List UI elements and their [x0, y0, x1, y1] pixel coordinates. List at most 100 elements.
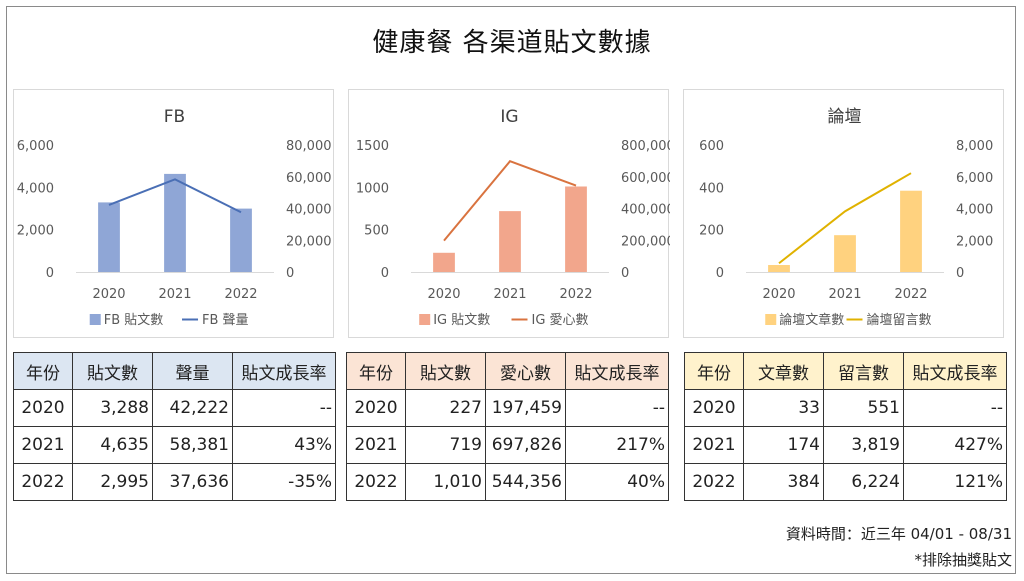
growth-cell: 121% — [903, 463, 1007, 501]
count-cell: 227 — [405, 389, 486, 427]
legend-label: FB 聲量 — [202, 312, 249, 328]
bar — [565, 186, 587, 272]
table-row: 2022 2,995 37,636 -35% — [13, 463, 336, 501]
growth-cell: 427% — [903, 426, 1007, 464]
metric-cell: 6,224 — [823, 463, 904, 501]
y-left-tick-label: 4,000 — [17, 181, 54, 196]
page-title: 健康餐 各渠道貼文數據 — [372, 28, 652, 58]
year-cell: 2021 — [346, 426, 406, 464]
metric-cell: 37,636 — [152, 463, 233, 501]
count-cell: 384 — [743, 463, 824, 501]
growth-cell: 40% — [565, 463, 669, 501]
footer-data-period: 資料時間：近三年 04/01 - 08/31 — [785, 525, 1012, 543]
table-fb: 年份 貼文數 聲量 貼文成長率 2020 3,288 42,222 -- 2021 4,635 58… — [13, 352, 336, 501]
table-row: 2020 227 197,459 -- — [346, 389, 669, 427]
legend-label: IG 愛心數 — [532, 313, 589, 328]
bar — [230, 208, 252, 272]
y-right-tick-label: 0 — [286, 266, 294, 281]
legend: FB 貼文數 FB 聲量 — [89, 312, 249, 328]
table-header-row: 年份 貼文數 聲量 貼文成長率 — [13, 352, 336, 390]
count-cell: 3,288 — [72, 389, 153, 427]
chart-title: FB — [164, 107, 185, 127]
growth-cell: -- — [565, 389, 669, 427]
count-cell: 719 — [405, 426, 486, 464]
y-left-tick-label: 0 — [381, 266, 389, 281]
table-header-cell: 聲量 — [152, 352, 233, 390]
y-right-tick-label: 8,000 — [956, 139, 993, 154]
growth-cell: -- — [232, 389, 336, 427]
x-tick-label: 2020 — [92, 287, 125, 302]
count-cell: 1,010 — [405, 463, 486, 501]
legend-label: IG 貼文數 — [433, 313, 490, 328]
y-left-tick-label: 1500 — [356, 139, 389, 154]
table-row: 2021 719 697,826 217% — [346, 426, 669, 464]
growth-cell: -- — [903, 389, 1007, 427]
legend-swatch-bar — [419, 314, 431, 325]
table-header-cell: 愛心數 — [485, 352, 566, 390]
legend-swatch-bar — [89, 314, 101, 325]
bar — [499, 211, 521, 272]
table-row: 2020 3,288 42,222 -- — [13, 389, 336, 427]
chart-panel-ig: IG 0 500 1000 1500 0 200,000 400,000 600,000 800,… — [348, 89, 670, 338]
x-tick-label: 2020 — [762, 287, 795, 302]
chart-title: 論壇 — [828, 107, 862, 127]
table-row: 2021 4,635 58,381 43% — [13, 426, 336, 464]
x-tick-label: 2022 — [559, 287, 592, 302]
chart-ig: IG 0 500 1000 1500 0 200,000 400,000 600,000 800,… — [356, 107, 670, 328]
bar — [98, 202, 120, 272]
y-right-tick-label: 20,000 — [286, 234, 332, 249]
bar — [433, 252, 455, 272]
count-cell: 2,995 — [72, 463, 153, 501]
footer-note: *排除抽獎貼文 — [914, 551, 1012, 569]
year-cell: 2021 — [684, 426, 744, 464]
y-left-tick-label: 0 — [46, 266, 54, 281]
chart-title: IG — [500, 107, 518, 127]
metric-cell: 544,356 — [485, 463, 566, 501]
table-header-cell: 貼文成長率 — [232, 352, 336, 390]
year-cell: 2020 — [346, 389, 406, 427]
year-cell: 2022 — [13, 463, 73, 501]
bar — [834, 235, 856, 272]
y-left-tick-label: 1000 — [356, 181, 389, 196]
table-row: 2022 1,010 544,356 40% — [346, 463, 669, 501]
y-left-tick-label: 500 — [364, 224, 389, 239]
growth-cell: 43% — [232, 426, 336, 464]
chart-fb: FB 0 2,000 4,000 6,000 0 20,000 40,000 60,000 80,… — [17, 107, 332, 328]
table-header-cell: 貼文成長率 — [565, 352, 669, 390]
legend: IG 貼文數 IG 愛心數 — [419, 313, 589, 328]
legend: 論壇文章數 論壇留言數 — [765, 312, 932, 328]
legend-label: 論壇文章數 — [779, 312, 844, 328]
legend-label: 論壇留言數 — [867, 312, 932, 328]
count-cell: 174 — [743, 426, 824, 464]
x-tick-label: 2022 — [224, 287, 257, 302]
y-left-tick-label: 200 — [699, 224, 724, 239]
table-ig: 年份 貼文數 愛心數 貼文成長率 2020 227 197,459 -- 2021 719 697,… — [346, 352, 669, 501]
y-right-tick-label: 80,000 — [286, 139, 332, 154]
year-cell: 2022 — [684, 463, 744, 501]
metric-cell: 697,826 — [485, 426, 566, 464]
metric-cell: 42,222 — [152, 389, 233, 427]
legend-swatch-bar — [765, 314, 777, 325]
table-header-row: 年份 貼文數 愛心數 貼文成長率 — [346, 352, 669, 390]
table-header-cell: 貼文數 — [72, 352, 153, 390]
metric-cell: 197,459 — [485, 389, 566, 427]
y-right-tick-label: 600,000 — [621, 171, 670, 186]
growth-cell: 217% — [565, 426, 669, 464]
y-right-tick-label: 4,000 — [956, 203, 993, 218]
table-row: 2020 33 551 -- — [684, 389, 1007, 427]
legend-label: FB 貼文數 — [104, 313, 164, 328]
year-cell: 2022 — [346, 463, 406, 501]
series-line — [443, 160, 577, 242]
table-header-cell: 文章數 — [743, 352, 824, 390]
x-tick-label: 2020 — [427, 287, 460, 302]
table-row: 2022 384 6,224 121% — [684, 463, 1007, 501]
table-row: 2021 174 3,819 427% — [684, 426, 1007, 464]
chart-forum: 論壇 0 200 400 600 0 2,000 4,000 6,000 8,000 2020 202… — [699, 107, 993, 328]
bar — [164, 173, 186, 272]
bar — [768, 265, 790, 272]
chart-panel-fb: FB 0 2,000 4,000 6,000 0 20,000 40,000 60,000 80,… — [13, 89, 334, 338]
report-frame — [6, 6, 1016, 574]
y-right-tick-label: 40,000 — [286, 203, 332, 218]
x-tick-label: 2021 — [158, 287, 191, 302]
x-tick-label: 2021 — [493, 287, 526, 302]
